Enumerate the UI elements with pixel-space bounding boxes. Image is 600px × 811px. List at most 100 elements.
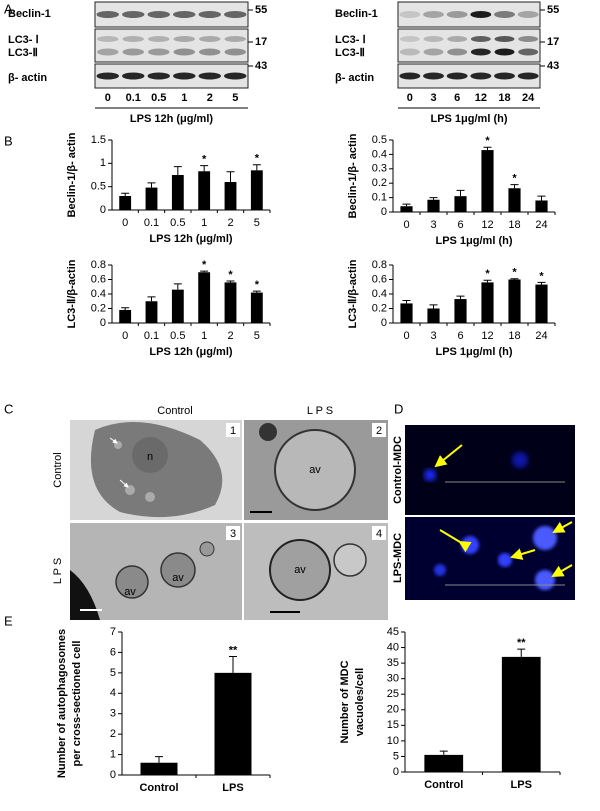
x-tick-label: Control	[424, 779, 463, 791]
bar	[481, 150, 494, 212]
bar	[145, 301, 158, 323]
significance-mark: *	[202, 259, 207, 271]
micrograph	[70, 523, 242, 620]
panel-label: B	[4, 133, 13, 148]
panel-number: 4	[376, 528, 382, 540]
y-tick-label: 0.6	[91, 273, 106, 285]
error-bar	[155, 756, 163, 763]
condition-label: LPS 12h (μg/ml)	[130, 113, 213, 125]
y-tick-label: 0	[381, 206, 387, 218]
blot-row-label: Beclin-1	[335, 8, 378, 20]
error-bar	[429, 197, 438, 200]
error-bar	[226, 280, 235, 283]
blot-row-label: LC3-Ⅱ	[335, 47, 365, 59]
y-tick-label: 15	[387, 719, 399, 731]
y-tick-label: 0.5	[372, 134, 387, 146]
x-tick-label: 24	[535, 330, 547, 342]
lane-label: 2	[207, 92, 213, 104]
bar	[171, 175, 184, 210]
fluorescence-image	[405, 425, 575, 515]
arrow	[510, 548, 536, 560]
y-tick-label: 0	[100, 317, 106, 329]
bar	[171, 289, 184, 323]
band	[199, 36, 221, 42]
x-tick-label: 0.5	[170, 330, 185, 342]
x-tick-label: 6	[457, 219, 463, 231]
band	[199, 48, 221, 56]
vacuole-signal	[512, 452, 528, 468]
blot-row-label: β- actin	[8, 72, 47, 84]
vacuole-signal	[461, 536, 479, 554]
y-tick-label: 10	[387, 735, 399, 747]
structure-label: av	[309, 464, 321, 476]
panel-label: D	[394, 401, 403, 416]
band	[423, 11, 444, 18]
x-tick-label: 5	[254, 330, 260, 342]
error-bar	[483, 146, 492, 151]
error-bar	[439, 750, 448, 755]
bar	[427, 199, 440, 212]
bar	[119, 309, 132, 323]
y-axis-label: LC3-Ⅱ/β-actin	[66, 259, 78, 328]
bar	[250, 292, 263, 323]
band	[173, 72, 196, 80]
bar	[535, 284, 548, 323]
error-bar	[200, 165, 209, 172]
bar	[198, 272, 211, 323]
band	[147, 11, 170, 18]
blot-strip	[94, 1, 249, 28]
x-tick-label: 5	[254, 217, 260, 229]
y-axis-label: per cross-sectioned cell	[71, 641, 83, 767]
number-box	[226, 423, 240, 437]
band	[446, 72, 468, 80]
number-box	[226, 526, 240, 540]
y-tick-label: 0	[110, 769, 116, 781]
y-tick-label: 4	[110, 687, 116, 699]
row-label: L P S	[52, 558, 64, 584]
significance-mark: *	[512, 267, 517, 279]
panel-label: A	[4, 1, 13, 16]
y-tick-label: 0.2	[372, 177, 387, 189]
x-tick-label: 3	[430, 330, 436, 342]
band	[423, 72, 444, 80]
bar	[119, 196, 132, 210]
band	[122, 11, 145, 18]
arrow	[551, 564, 573, 578]
error-bar	[252, 290, 261, 293]
band	[97, 48, 119, 56]
y-tick-label: 45	[387, 626, 399, 638]
x-tick-label: 12	[481, 219, 493, 231]
blot-row-label: β- actin	[335, 72, 374, 84]
error-bar	[510, 278, 519, 280]
blot-strip	[94, 63, 249, 89]
vacuole	[125, 485, 135, 495]
structure-label: av	[124, 586, 136, 598]
blot-strip	[397, 63, 541, 89]
x-tick-label: 0	[122, 330, 128, 342]
x-axis-label: LPS 1μg/ml (h)	[435, 346, 512, 358]
structure-label: n	[147, 451, 153, 463]
band	[423, 36, 444, 42]
size-marker: 43	[547, 60, 559, 72]
error-bar	[229, 656, 237, 673]
x-tick-label: 0	[122, 217, 128, 229]
band	[96, 72, 119, 80]
blot-row-label: LC3- Ⅰ	[335, 34, 366, 46]
y-tick-label: 1.5	[91, 134, 106, 146]
x-tick-label: 3	[430, 219, 436, 231]
vacuole-signal	[424, 469, 436, 481]
error-bar	[121, 307, 130, 310]
band	[97, 36, 119, 42]
y-tick-label: 0.1	[372, 192, 387, 204]
x-tick-label: 1	[201, 330, 207, 342]
size-marker: 43	[255, 60, 267, 72]
size-marker: 55	[255, 4, 267, 16]
size-marker: 17	[255, 36, 267, 48]
x-tick-label: 18	[508, 330, 520, 342]
y-tick-label: 6	[110, 646, 116, 658]
bar	[481, 282, 494, 323]
band	[470, 48, 491, 56]
blot-strip	[397, 28, 541, 63]
blot-row-label: LC3-Ⅱ	[8, 47, 38, 59]
